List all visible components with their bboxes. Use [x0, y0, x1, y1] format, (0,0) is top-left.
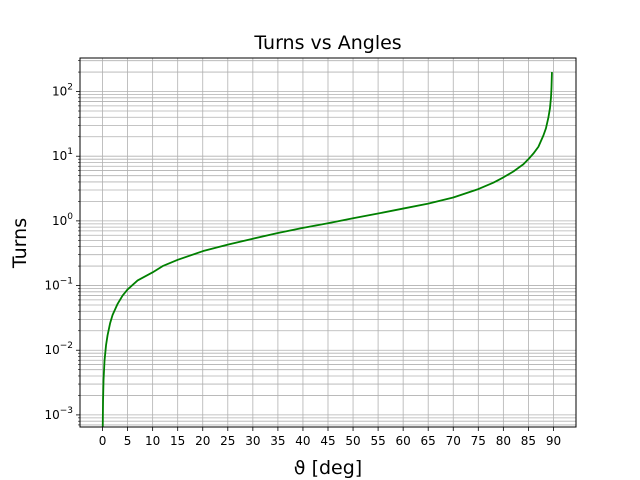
x-tick-label: 45: [320, 434, 335, 448]
x-tick-label: 15: [170, 434, 185, 448]
x-tick-label: 90: [546, 434, 561, 448]
x-tick-label: 10: [145, 434, 160, 448]
y-tick-label: 100: [52, 212, 73, 228]
chart-title: Turns vs Angles: [253, 32, 401, 54]
y-tick-label: 102: [52, 83, 73, 99]
y-tick-label: 101: [52, 147, 73, 163]
x-tick-label: 0: [99, 434, 107, 448]
x-tick-label: 70: [446, 434, 461, 448]
y-axis-ticks: 10−3 10−2 10−1 100 101 102: [44, 60, 80, 426]
x-tick-label: 55: [370, 434, 385, 448]
x-tick-label: 65: [421, 434, 436, 448]
y-axis-label: Turns: [9, 218, 31, 269]
y-tick-label: 10−3: [44, 406, 73, 422]
x-tick-label: 35: [270, 434, 285, 448]
x-tick-label: 85: [521, 434, 536, 448]
y-tick-label: 10−1: [44, 277, 73, 293]
x-tick-label: 75: [471, 434, 486, 448]
x-tick-label: 50: [345, 434, 360, 448]
series-line: [101, 72, 553, 428]
x-tick-label: 40: [295, 434, 310, 448]
y-tick-label: 10−2: [44, 341, 73, 357]
x-tick-label: 20: [195, 434, 210, 448]
series-layer: [101, 72, 553, 428]
x-axis-label: ϑ [deg]: [294, 457, 362, 479]
x-tick-label: 30: [245, 434, 260, 448]
x-tick-label: 80: [496, 434, 511, 448]
major-grid: [80, 58, 576, 427]
x-tick-label: 25: [220, 434, 235, 448]
x-axis-ticks: 0 5 10 15 20 25 30 35 40 45 50 55 60 65 70 75 80 85 90: [99, 427, 561, 448]
x-tick-label: 5: [124, 434, 132, 448]
x-tick-label: 60: [396, 434, 411, 448]
